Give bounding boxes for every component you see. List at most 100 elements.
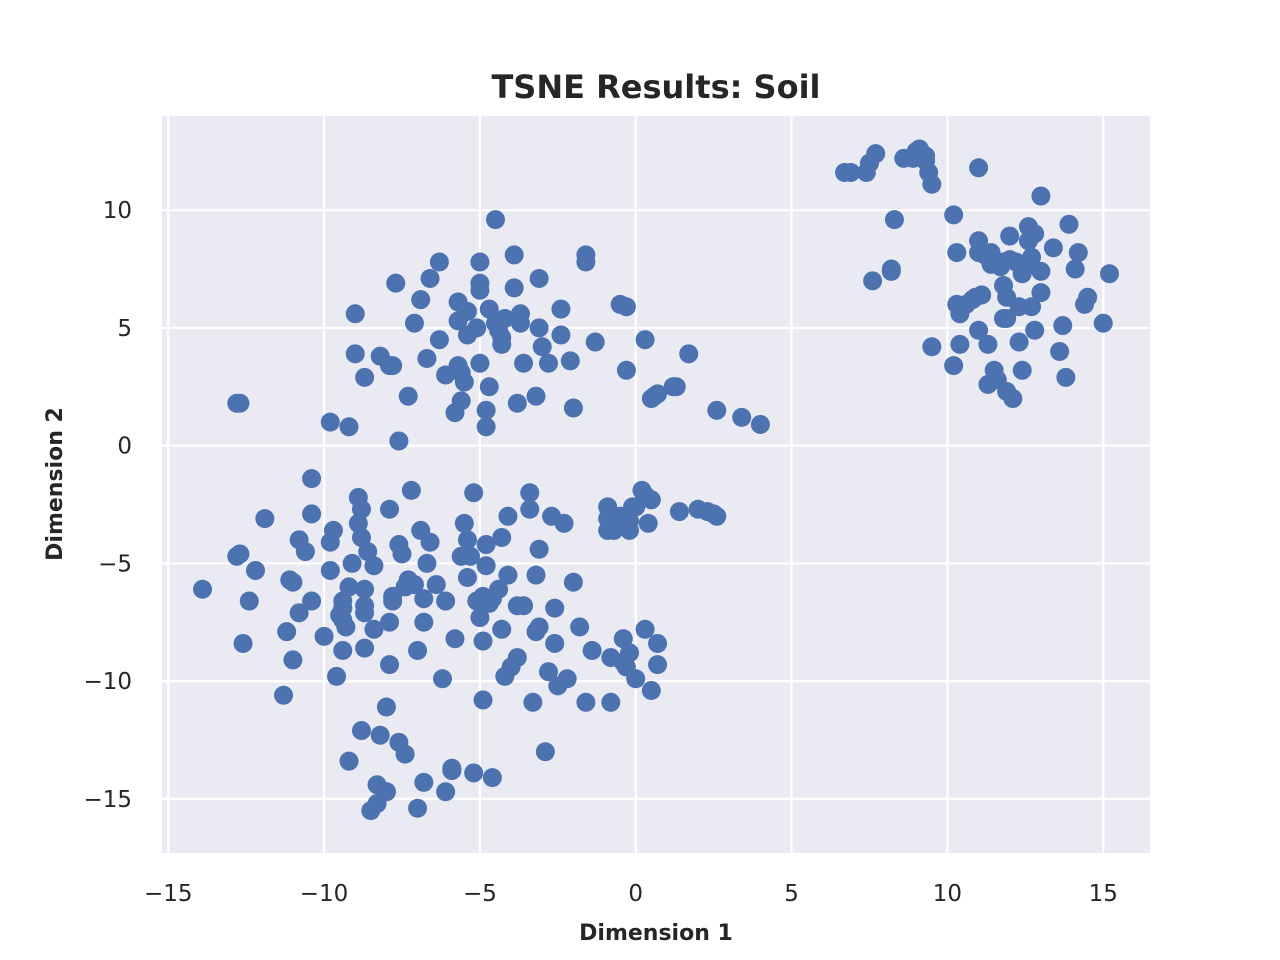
data-point xyxy=(648,384,668,404)
data-point xyxy=(348,513,368,533)
data-point xyxy=(560,351,580,371)
data-point xyxy=(476,556,496,576)
data-point xyxy=(473,631,493,651)
data-point xyxy=(514,596,534,616)
data-point xyxy=(520,483,540,503)
data-point xyxy=(866,144,886,164)
data-point xyxy=(376,782,396,802)
y-tick-label: −5 xyxy=(98,551,132,577)
data-point xyxy=(507,648,527,668)
data-point xyxy=(464,763,484,783)
data-point xyxy=(489,579,509,599)
data-point xyxy=(429,330,449,350)
data-point xyxy=(320,560,340,580)
data-point xyxy=(495,308,515,328)
data-point xyxy=(454,372,474,392)
data-point xyxy=(355,603,375,623)
data-point xyxy=(417,349,437,369)
data-point xyxy=(404,313,424,333)
data-point xyxy=(616,360,636,380)
y-axis-ticks: −15 −10 −5 0 5 10 xyxy=(83,198,132,813)
data-point xyxy=(641,681,661,701)
data-point xyxy=(526,386,546,406)
data-point xyxy=(1012,360,1032,380)
data-point xyxy=(302,504,322,524)
data-point xyxy=(526,565,546,585)
data-point xyxy=(283,572,303,592)
data-point xyxy=(969,158,989,178)
data-point xyxy=(1022,297,1042,317)
data-point xyxy=(355,367,375,387)
data-point xyxy=(492,527,512,547)
data-point xyxy=(333,641,353,661)
data-point xyxy=(401,480,421,500)
data-point xyxy=(504,278,524,298)
data-point xyxy=(498,565,518,585)
data-point xyxy=(433,669,453,689)
data-point xyxy=(461,546,481,566)
data-point xyxy=(969,320,989,340)
grid-lines xyxy=(162,116,1150,853)
x-axis-label: Dimension 1 xyxy=(579,921,733,946)
data-point xyxy=(529,268,549,288)
data-point xyxy=(380,612,400,632)
x-axis-ticks: −15 −10 −5 0 5 10 15 xyxy=(144,881,1118,907)
data-point xyxy=(355,579,375,599)
data-point xyxy=(380,655,400,675)
data-point xyxy=(507,393,527,413)
data-point xyxy=(408,798,428,818)
data-point xyxy=(414,589,434,609)
data-point xyxy=(648,633,668,653)
data-point xyxy=(1022,247,1042,267)
data-point xyxy=(470,353,490,373)
data-point xyxy=(563,398,583,418)
data-point xyxy=(635,619,655,639)
data-point xyxy=(922,337,942,357)
data-point xyxy=(947,243,967,263)
data-point xyxy=(454,513,474,533)
data-point xyxy=(1065,259,1085,279)
data-point xyxy=(289,603,309,623)
data-point xyxy=(750,414,770,434)
x-tick-label: 15 xyxy=(1089,881,1118,907)
x-tick-label: 10 xyxy=(933,881,962,907)
data-point xyxy=(436,591,456,611)
data-point xyxy=(380,499,400,519)
data-point xyxy=(392,544,412,564)
data-point xyxy=(476,400,496,420)
data-point xyxy=(972,285,992,305)
data-point xyxy=(529,617,549,637)
data-point xyxy=(707,400,727,420)
chart-title: TSNE Results: Soil xyxy=(491,68,820,106)
data-point xyxy=(1031,283,1051,303)
data-point xyxy=(482,768,502,788)
data-point xyxy=(283,650,303,670)
x-tick-label: −10 xyxy=(300,881,349,907)
data-point xyxy=(1003,389,1023,409)
data-point xyxy=(339,577,359,597)
data-point xyxy=(457,568,477,588)
data-point xyxy=(545,598,565,618)
data-point xyxy=(420,532,440,552)
data-point xyxy=(510,313,530,333)
data-point xyxy=(233,633,253,653)
data-point xyxy=(1025,224,1045,244)
data-point xyxy=(395,744,415,764)
data-point xyxy=(351,499,371,519)
data-point xyxy=(620,520,640,540)
data-point xyxy=(551,299,571,319)
data-point xyxy=(320,412,340,432)
data-point xyxy=(255,509,275,529)
data-point xyxy=(1031,261,1051,281)
data-point xyxy=(648,655,668,675)
data-point xyxy=(470,280,490,300)
data-point xyxy=(339,751,359,771)
data-point xyxy=(426,575,446,595)
data-point xyxy=(342,553,362,573)
data-point xyxy=(1050,341,1070,361)
data-point xyxy=(570,617,590,637)
data-point xyxy=(551,325,571,345)
x-tick-label: −15 xyxy=(144,881,193,907)
data-point xyxy=(626,669,646,689)
